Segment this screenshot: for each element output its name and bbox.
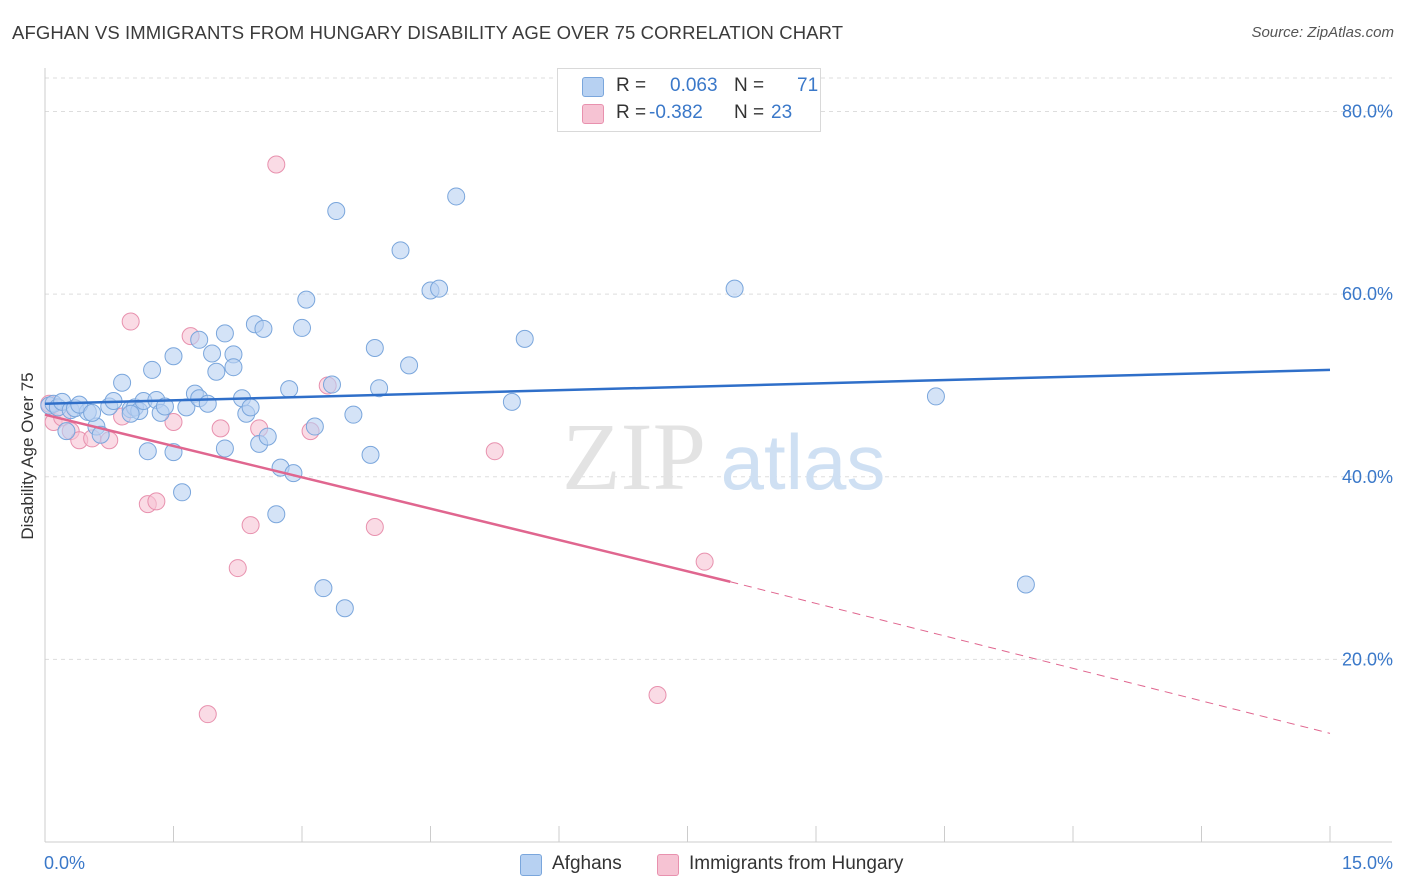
data-point-afghans [400, 356, 419, 375]
series-afghans-points [40, 187, 1035, 618]
x-tick-label: 0.0% [44, 853, 85, 873]
data-point-afghans [280, 380, 299, 399]
legend-n-label: N = [734, 75, 765, 96]
data-point-hungary [121, 312, 140, 331]
chart-title: AFGHAN VS IMMIGRANTS FROM HUNGARY DISABI… [12, 22, 844, 43]
data-point-afghans [365, 339, 384, 358]
data-point-afghans [155, 397, 174, 416]
data-point-hungary [147, 492, 166, 511]
data-point-afghans [57, 422, 76, 441]
data-point-hungary [485, 442, 504, 461]
data-point-afghans [267, 505, 286, 524]
data-point-hungary [164, 412, 183, 431]
data-point-afghans [926, 387, 945, 406]
legend-r-value-afghans: 0.063 [670, 75, 718, 96]
data-point-hungary [198, 705, 217, 724]
bottom-legend-swatch-hungary [657, 854, 679, 876]
y-tick-label: 40.0% [1342, 467, 1393, 487]
legend-swatch-afghans [582, 77, 604, 97]
data-point-afghans [725, 279, 744, 298]
data-point-afghans [138, 442, 157, 461]
data-point-afghans [305, 417, 324, 436]
bottom-legend-label-afghans: Afghans [552, 853, 622, 874]
trend-line-hungary [44, 413, 731, 583]
data-point-hungary [267, 155, 286, 174]
data-point-afghans [447, 187, 466, 206]
bottom-legend-swatch-afghans [520, 854, 542, 876]
y-tick-label: 80.0% [1342, 102, 1393, 122]
data-point-afghans [297, 290, 316, 309]
data-point-afghans [1016, 575, 1035, 594]
legend-r-value-hungary: -0.382 [649, 102, 703, 123]
trend-lines [44, 368, 1331, 734]
data-point-afghans [327, 202, 346, 221]
y-axis-label: Disability Age Over 75 [18, 372, 37, 540]
data-point-afghans [203, 344, 222, 363]
data-point-afghans [502, 392, 521, 411]
x-tick-label: 15.0% [1342, 853, 1393, 873]
data-point-afghans [143, 360, 162, 379]
data-point-afghans [121, 404, 140, 423]
data-point-afghans [241, 398, 260, 417]
data-point-afghans [314, 579, 333, 598]
trend-line-hungary [730, 581, 1331, 734]
data-point-afghans [254, 319, 273, 338]
watermark-zip: ZIP [562, 403, 706, 510]
y-tick-label: 60.0% [1342, 284, 1393, 304]
axis-layer: 20.0% 40.0% 60.0% 80.0% 0.0% 15.0% [44, 68, 1393, 873]
data-point-afghans [190, 330, 209, 349]
data-point-afghans [224, 358, 243, 377]
trend-line-afghans [44, 368, 1331, 405]
data-point-afghans [293, 318, 311, 337]
legend-swatch-hungary [582, 104, 604, 124]
data-point-afghans [83, 403, 102, 422]
data-point-hungary [648, 685, 667, 704]
legend-r-label: R = [616, 75, 647, 96]
grid-layer [45, 77, 1392, 660]
bottom-legend-label-hungary: Immigrants from Hungary [689, 853, 904, 874]
data-point-afghans [370, 379, 389, 398]
data-point-afghans [258, 427, 277, 446]
y-tick-label: 20.0% [1342, 649, 1393, 669]
data-point-afghans [322, 375, 341, 394]
legend-r-label: R = [616, 102, 647, 123]
data-point-hungary [695, 552, 714, 571]
data-point-hungary [241, 516, 260, 535]
data-point-afghans [515, 329, 534, 348]
data-point-afghans [70, 395, 89, 414]
legend-n-value-hungary: 23 [771, 102, 793, 123]
watermark-atlas: atlas [721, 418, 886, 506]
data-point-afghans [391, 241, 410, 260]
data-point-afghans [164, 347, 183, 366]
legend-n-value-afghans: 71 [797, 75, 819, 96]
data-point-afghans [344, 405, 363, 424]
watermark: ZIP atlas [562, 403, 885, 510]
data-point-afghans [207, 362, 226, 381]
data-point-afghans [173, 483, 192, 502]
data-point-afghans [215, 439, 234, 458]
stats-legend: R = 0.063 N = 71 R = -0.382 N = 23 [557, 68, 821, 132]
source-label: Source: ZipAtlas.com [1251, 24, 1394, 41]
data-point-hungary [211, 419, 230, 438]
data-point-afghans [215, 324, 234, 343]
data-point-afghans [361, 445, 380, 464]
data-point-afghans [113, 373, 132, 392]
data-point-hungary [228, 559, 247, 578]
data-point-hungary [365, 517, 384, 536]
data-point-afghans [335, 599, 354, 618]
data-point-afghans [198, 394, 217, 413]
data-point-afghans [430, 279, 449, 298]
legend-n-label: N = [734, 102, 765, 123]
